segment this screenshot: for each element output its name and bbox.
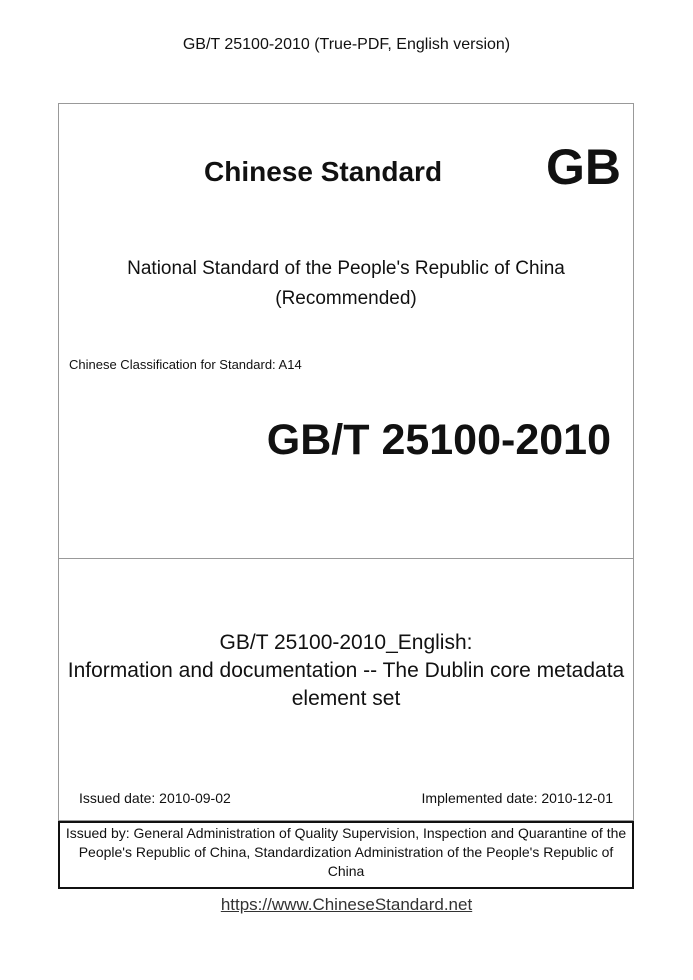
implemented-date: Implemented date: 2010-12-01 [421,790,613,806]
title-line: GB/T 25100-2010_English: [219,631,473,654]
recommended-line: (Recommended) [275,288,417,309]
footer-link[interactable]: https://www.ChineseStandard.net [220,895,473,914]
standard-code: GB/T 25100-2010 [266,416,611,464]
title-line: Information and documentation -- The Dub… [67,659,625,682]
classification: Chinese Classification for Standard: A14 [69,357,302,372]
page-header: GB/T 25100-2010 (True-PDF, English versi… [182,36,511,53]
divider [59,558,633,559]
title-line: element set [291,687,401,710]
brand-title: Chinese Standard [204,156,443,187]
national-standard: National Standard of the People's Republ… [59,254,633,314]
issued-by: Issued by: General Administration of Qua… [58,821,634,889]
document-title: GB/T 25100-2010_English: Information and… [59,629,633,713]
issued-date: Issued date: 2010-09-02 [79,790,231,806]
gb-logo: GB [546,139,621,195]
cover-box: Chinese Standard GB National Standard of… [58,103,634,821]
national-line: National Standard of the People's Republ… [127,258,565,279]
